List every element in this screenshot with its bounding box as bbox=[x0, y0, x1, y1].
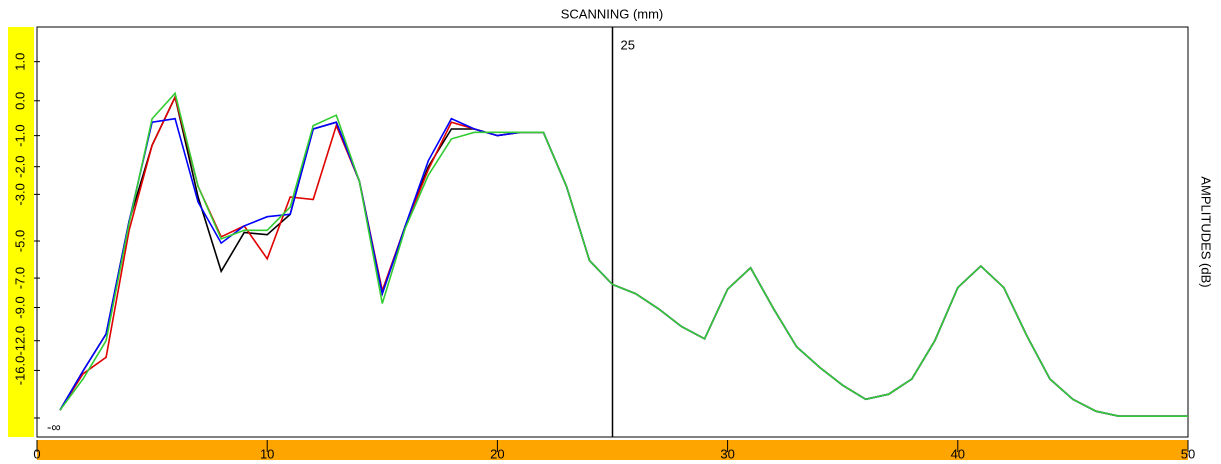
chart-title: SCANNING (mm) bbox=[561, 6, 664, 21]
y-axis-label: AMPLITUDES (dB) bbox=[1199, 176, 1214, 287]
y-tick-label: -9.0 bbox=[12, 296, 27, 318]
series-line bbox=[59, 91, 1188, 417]
x-tick-label: 40 bbox=[951, 446, 965, 461]
x-tick-label: 0 bbox=[33, 446, 40, 461]
y-tick-label: -∞ bbox=[47, 419, 61, 434]
y-axis-strip bbox=[8, 27, 34, 437]
y-tick-label: 1.0 bbox=[12, 53, 27, 71]
y-tick-label: -2.0 bbox=[12, 155, 27, 177]
y-tick-label: -5.0 bbox=[12, 230, 27, 252]
cursor-label: 25 bbox=[621, 37, 635, 52]
x-tick-label: 20 bbox=[490, 446, 504, 461]
y-tick-label: -16.0 bbox=[12, 356, 27, 386]
y-tick-label: -7.0 bbox=[12, 267, 27, 289]
x-tick-label: 10 bbox=[260, 446, 274, 461]
y-tick-label: -1.0 bbox=[12, 124, 27, 146]
y-tick-label: -3.0 bbox=[12, 183, 27, 205]
y-tick-label: -12.0 bbox=[12, 326, 27, 356]
x-axis-strip bbox=[37, 440, 1188, 460]
x-tick-label: 30 bbox=[720, 446, 734, 461]
y-tick-label: 0.0 bbox=[12, 92, 27, 110]
x-tick-label: 50 bbox=[1181, 446, 1195, 461]
